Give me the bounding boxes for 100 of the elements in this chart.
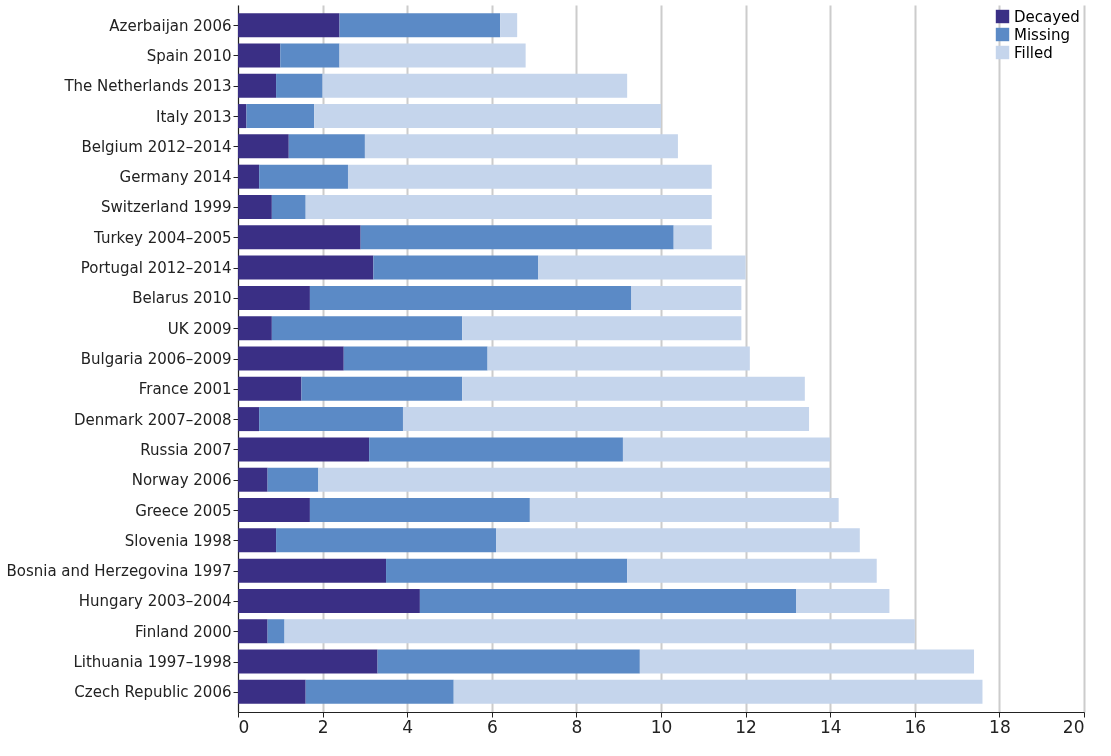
- bar: [419, 588, 797, 613]
- bar: [487, 346, 750, 371]
- bar: [271, 316, 463, 341]
- bar: [386, 558, 628, 583]
- bar: [373, 255, 539, 280]
- bar: [538, 255, 746, 280]
- bar: [238, 316, 272, 341]
- bar: [318, 467, 831, 492]
- bar: [369, 437, 623, 462]
- bar: [238, 346, 344, 371]
- bar: [276, 528, 497, 553]
- x-tick-label: 20: [1062, 716, 1085, 737]
- bar: [402, 407, 810, 432]
- bar: [238, 407, 260, 432]
- bar: [500, 13, 518, 38]
- y-tick-label: Bosnia and Herzegovina 1997: [6, 562, 232, 581]
- y-tick-label: Hungary 2003–2004: [78, 592, 232, 611]
- bar: [631, 285, 742, 310]
- y-tick-label: Russia 2007: [140, 440, 232, 459]
- bar: [347, 164, 712, 189]
- y-tick-label: Denmark 2007–2008: [73, 410, 232, 429]
- bar: [360, 225, 674, 250]
- bar: [238, 679, 306, 704]
- bar: [238, 194, 272, 219]
- bar: [529, 498, 839, 523]
- bar: [462, 376, 805, 401]
- y-tick-label: Belgium 2012–2014: [81, 137, 232, 156]
- y-tick-label: Finland 2000: [134, 622, 232, 641]
- legend-label: Missing: [1014, 25, 1070, 44]
- bar: [267, 467, 319, 492]
- bar: [271, 194, 306, 219]
- bar: [238, 104, 247, 129]
- legend-label: Decayed: [1014, 7, 1080, 26]
- bar: [796, 588, 890, 613]
- legend-label: Filled: [1014, 43, 1053, 62]
- bar: [322, 73, 628, 98]
- bar: [364, 134, 678, 159]
- y-tick-label: Greece 2005: [135, 501, 232, 520]
- x-tick-label: 14: [819, 716, 842, 737]
- bar: [288, 134, 365, 159]
- y-tick-label: Germany 2014: [119, 168, 232, 187]
- bar: [246, 104, 315, 129]
- y-tick-label: Czech Republic 2006: [74, 683, 232, 702]
- bar: [305, 194, 712, 219]
- bar: [238, 164, 260, 189]
- y-tick-label: Spain 2010: [146, 46, 232, 65]
- bar: [238, 588, 420, 613]
- bar: [627, 558, 877, 583]
- bar: [238, 43, 281, 68]
- bar: [309, 285, 632, 310]
- bar: [496, 528, 860, 553]
- x-tick-label: 0: [238, 716, 250, 737]
- x-tick-label: 2: [317, 716, 329, 737]
- y-tick-label: Bulgaria 2006–2009: [80, 350, 232, 368]
- bar: [639, 649, 975, 674]
- bar: [238, 467, 268, 492]
- bar: [238, 134, 289, 159]
- y-tick-label: The Netherlands 2013: [63, 77, 232, 96]
- y-tick-label: Norway 2006: [131, 471, 232, 490]
- bar: [314, 104, 661, 129]
- bar: [462, 316, 742, 341]
- bar: [343, 346, 488, 371]
- bar: [238, 619, 268, 644]
- bar: [238, 225, 361, 250]
- bar: [238, 649, 378, 674]
- x-tick-label: 10: [650, 716, 673, 737]
- x-tick-label: 8: [571, 716, 583, 737]
- bar: [301, 376, 463, 401]
- bar: [309, 498, 530, 523]
- bar: [238, 285, 310, 310]
- bar: [238, 73, 277, 98]
- y-tick-label: Lithuania 1997–1998: [73, 653, 232, 672]
- y-tick-label: UK 2009: [167, 319, 232, 338]
- y-tick-label: Azerbaijan 2006: [109, 16, 232, 35]
- bar: [622, 437, 831, 462]
- y-tick-label: Belarus 2010: [132, 289, 232, 308]
- y-tick-label: Switzerland 1999: [101, 198, 232, 217]
- x-tick-label: 16: [904, 716, 927, 737]
- bar: [284, 619, 915, 644]
- bar: [238, 255, 374, 280]
- x-tick-label: 12: [735, 716, 757, 737]
- y-tick-label: Turkey 2004–2005: [93, 228, 232, 247]
- y-tick-label: Portugal 2012–2014: [80, 259, 232, 278]
- bar: [339, 43, 526, 68]
- bar: [267, 619, 285, 644]
- bar: [276, 73, 323, 98]
- bar: [238, 13, 340, 38]
- bar: [259, 407, 403, 432]
- y-tick-label: Italy 2013: [156, 107, 232, 126]
- bar: [238, 558, 387, 583]
- bar: [238, 528, 277, 553]
- bar: [259, 164, 348, 189]
- bar: [339, 13, 501, 38]
- bar: [238, 437, 370, 462]
- x-tick-label: 6: [486, 716, 498, 737]
- bar: [673, 225, 712, 250]
- bar: [238, 498, 310, 523]
- x-tick-label: 4: [402, 716, 414, 737]
- y-tick-label: Slovenia 1998: [124, 531, 232, 550]
- bar: [377, 649, 640, 674]
